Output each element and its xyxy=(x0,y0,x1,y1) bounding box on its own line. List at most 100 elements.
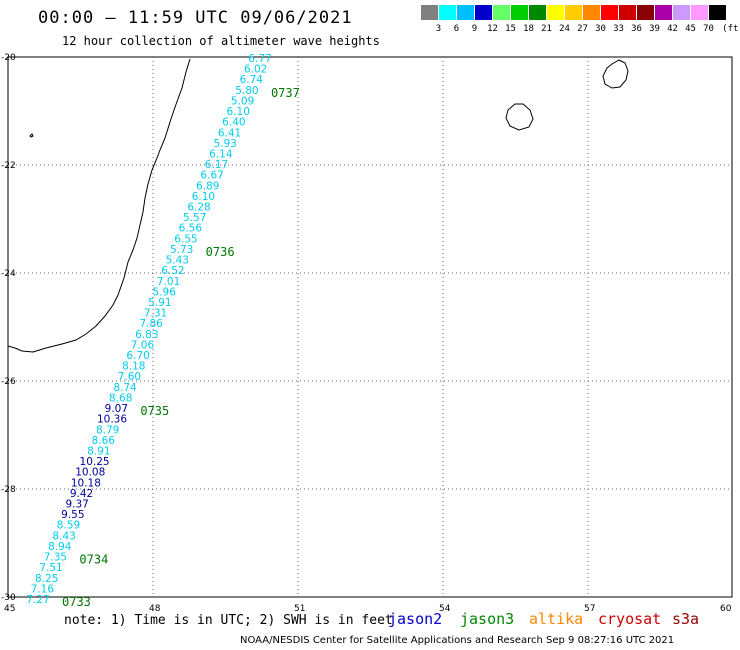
scale-swatch-10 xyxy=(601,5,618,20)
track-value-7: 6.41 xyxy=(218,127,241,139)
scale-label-14: 45 xyxy=(685,24,696,34)
scale-label-1: 6 xyxy=(453,24,460,34)
track-value-48: 7.51 xyxy=(39,562,62,574)
scale-label-15: 70 xyxy=(703,24,714,34)
track-value-46: 8.94 xyxy=(48,541,72,553)
time-label-0: 0737 xyxy=(271,86,300,100)
scale-swatch-7 xyxy=(547,5,564,20)
track-value-43: 9.55 xyxy=(61,509,84,521)
track-value-49: 8.25 xyxy=(35,573,58,585)
lat-label: -30 xyxy=(1,593,16,603)
satellite-jason2: jason2 xyxy=(388,610,443,628)
scale-label-4: 15 xyxy=(505,24,516,34)
track-value-51: 7.27 xyxy=(26,594,49,606)
track-value-50: 7.16 xyxy=(31,583,55,595)
reunion-island xyxy=(505,103,534,131)
track-value-34: 10.36 xyxy=(97,414,127,426)
track-value-29: 8.18 xyxy=(122,361,145,373)
track-value-12: 6.89 xyxy=(196,180,219,192)
lon-label: 57 xyxy=(584,604,595,614)
lon-label: 60 xyxy=(720,604,732,614)
scale-swatch-8 xyxy=(565,5,582,20)
track-value-10: 6.17 xyxy=(205,159,228,171)
track-value-25: 7.86 xyxy=(139,318,163,330)
small-islet xyxy=(29,133,34,138)
chart-subtitle: 12 hour collection of altimeter wave hei… xyxy=(62,34,380,48)
track-value-32: 8.68 xyxy=(109,392,132,404)
scale-swatch-13 xyxy=(655,5,672,20)
lat-label: -20 xyxy=(1,53,16,63)
scale-label-10: 33 xyxy=(613,24,624,34)
scale-swatch-16 xyxy=(709,5,726,20)
scale-label-2: 9 xyxy=(471,24,478,34)
track-value-21: 7.01 xyxy=(157,276,180,288)
track-value-28: 6.70 xyxy=(126,350,149,362)
track-value-14: 6.28 xyxy=(187,202,210,214)
track-value-13: 6.10 xyxy=(192,191,215,203)
satellite-cryosat: cryosat xyxy=(598,610,662,628)
scale-label-8: 27 xyxy=(577,24,588,34)
lon-label: 45 xyxy=(4,604,15,614)
track-value-36: 8.66 xyxy=(92,435,116,447)
track-value-27: 7.06 xyxy=(131,339,155,351)
track-value-11: 6.67 xyxy=(200,170,223,182)
track-value-30: 7.60 xyxy=(118,371,141,383)
track-value-6: 6.40 xyxy=(222,117,245,129)
track-value-18: 5.73 xyxy=(170,244,193,256)
scale-label-6: 21 xyxy=(541,24,552,34)
scale-label-5: 18 xyxy=(523,24,534,34)
scale-label-9: 30 xyxy=(595,24,606,34)
track-value-44: 8.59 xyxy=(57,520,80,532)
time-label-1: 0736 xyxy=(206,245,235,259)
scale-swatch-11 xyxy=(619,5,636,20)
track-value-8: 5.93 xyxy=(213,138,236,150)
time-label-2: 0735 xyxy=(140,404,169,418)
track-value-38: 10.25 xyxy=(80,456,110,468)
mauritius-island xyxy=(602,59,629,89)
lon-label: 51 xyxy=(294,604,305,614)
scale-swatch-3 xyxy=(475,5,492,20)
time-label-4: 0733 xyxy=(62,595,91,609)
track-value-37: 8.91 xyxy=(87,445,110,457)
track-value-19: 5.43 xyxy=(166,255,189,267)
lat-label: -28 xyxy=(1,485,16,495)
scale-swatch-14 xyxy=(673,5,690,20)
chart-title: 00:00 – 11:59 UTC 09/06/2021 xyxy=(38,8,353,28)
lon-label: 48 xyxy=(149,604,161,614)
satellite-altika: altika xyxy=(529,610,584,628)
track-value-3: 5.80 xyxy=(235,85,258,97)
scale-label-0: 3 xyxy=(435,24,442,34)
scale-label-12: 39 xyxy=(649,24,660,34)
track-value-41: 9.42 xyxy=(70,488,93,500)
track-value-26: 6.83 xyxy=(135,329,158,341)
track-value-1: 6.02 xyxy=(244,64,267,76)
scale-swatch-1 xyxy=(439,5,456,20)
scale-swatch-6 xyxy=(529,5,546,20)
track-value-23: 5.91 xyxy=(148,297,171,309)
scale-swatch-2 xyxy=(457,5,474,20)
track-value-20: 6.52 xyxy=(161,265,184,277)
satellite-s3a: s3a xyxy=(672,610,700,628)
track-value-39: 10.08 xyxy=(75,467,105,479)
track-value-16: 6.56 xyxy=(179,223,203,235)
track-value-33: 9.07 xyxy=(105,403,128,415)
lat-label: -26 xyxy=(1,377,16,387)
credit-line: NOAA/NESDIS Center for Satellite Applica… xyxy=(240,635,675,646)
track-value-35: 8.79 xyxy=(96,424,119,436)
scale-swatch-9 xyxy=(583,5,600,20)
scale-swatch-5 xyxy=(511,5,528,20)
track-value-17: 6.55 xyxy=(174,233,197,245)
time-label-3: 0734 xyxy=(79,553,108,567)
scale-label-13: 42 xyxy=(667,24,678,34)
track-value-47: 7.35 xyxy=(44,552,67,564)
scale-unit: (ft) xyxy=(722,24,740,34)
madagascar-coastline xyxy=(7,58,191,353)
track-value-9: 6.14 xyxy=(209,148,233,160)
scale-swatch-4 xyxy=(493,5,510,20)
scale-swatch-0 xyxy=(421,5,438,20)
scale-label-7: 24 xyxy=(559,24,570,34)
scale-label-3: 12 xyxy=(487,24,498,34)
track-value-42: 9.37 xyxy=(65,499,88,511)
track-value-31: 8.74 xyxy=(113,382,137,394)
